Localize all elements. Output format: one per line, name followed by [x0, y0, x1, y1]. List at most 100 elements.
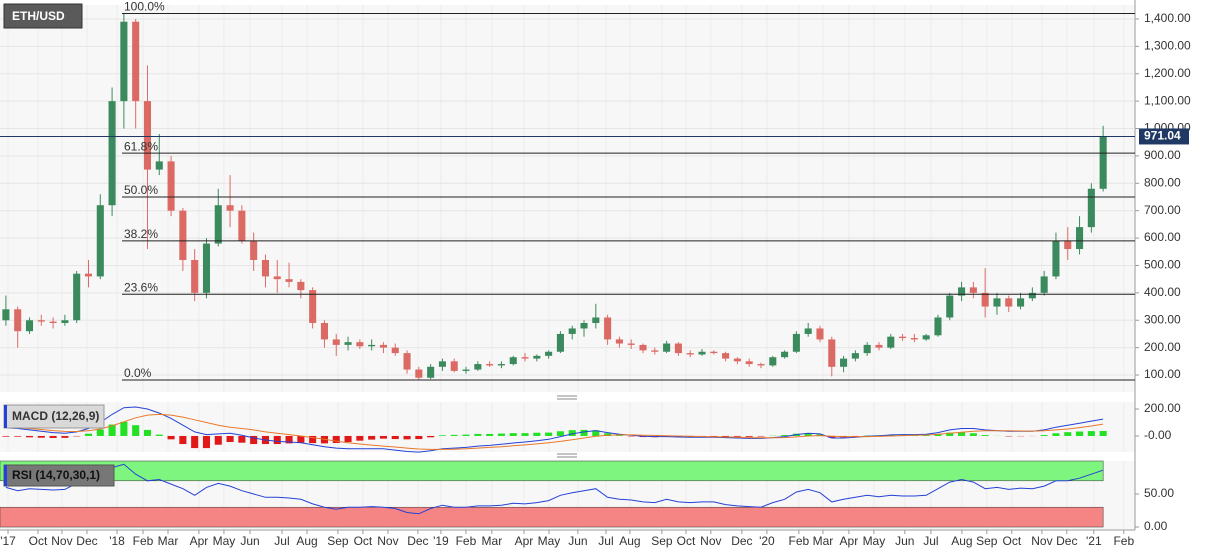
x-tick-label: Dec — [731, 534, 752, 548]
histogram-bar — [474, 434, 481, 436]
candle-body — [698, 352, 705, 355]
histogram-bar — [427, 436, 434, 437]
histogram-bar — [215, 436, 222, 445]
candle-body — [333, 339, 340, 344]
histogram-bar — [415, 436, 422, 439]
candle-body — [840, 359, 847, 367]
candle-body — [1076, 227, 1083, 249]
y-tick-label: 50.00 — [1144, 486, 1174, 500]
candle-body — [757, 364, 764, 365]
x-tick-label: Feb — [1113, 534, 1134, 548]
x-tick-label: Oct — [1002, 534, 1021, 548]
y-tick-label: 1,200.00 — [1144, 66, 1191, 80]
candle-body — [392, 348, 399, 353]
histogram-bar — [156, 435, 163, 436]
candle-body — [356, 342, 363, 346]
candle-body — [451, 361, 458, 371]
histogram-bar — [168, 436, 175, 439]
histogram-bar — [451, 435, 458, 436]
candle-body — [73, 274, 80, 321]
candle-body — [1029, 293, 1036, 298]
chart-title: ETH/USD — [12, 9, 65, 23]
candle-body — [793, 334, 800, 352]
x-tick-label: Dec — [1056, 534, 1077, 548]
histogram-bar — [26, 436, 33, 437]
histogram-bar — [557, 431, 564, 436]
candle-body — [203, 244, 210, 293]
candle-body — [899, 337, 906, 338]
histogram-bar — [61, 436, 68, 438]
histogram-bar — [356, 436, 363, 441]
candle-body — [1017, 298, 1024, 306]
x-tick-label: Apr — [840, 534, 859, 548]
x-tick-label: '17 — [0, 534, 16, 548]
histogram-bar — [439, 435, 446, 436]
candle-body — [521, 357, 528, 358]
histogram-bar — [132, 425, 139, 436]
histogram-bar — [297, 436, 304, 443]
histogram-bar — [1088, 431, 1095, 436]
y-tick-label: -0.00 — [1144, 428, 1172, 442]
candle-body — [616, 339, 623, 343]
x-tick-label: May — [538, 534, 561, 548]
candle-body — [781, 352, 788, 357]
y-tick-label: 700.00 — [1144, 203, 1181, 217]
candle-body — [415, 370, 422, 378]
candle-body — [934, 318, 941, 336]
histogram-bar — [1076, 432, 1083, 436]
x-tick-label: Jul — [274, 534, 289, 548]
x-tick-label: Sep — [327, 534, 349, 548]
x-tick-label: Aug — [619, 534, 640, 548]
histogram-bar — [533, 433, 540, 436]
last-price-label: 971.04 — [1144, 129, 1181, 143]
candle-body — [262, 260, 269, 276]
histogram-bar — [38, 436, 45, 438]
histogram-bar — [345, 436, 352, 442]
x-tick-label: Nov — [700, 534, 721, 548]
histogram-bar — [746, 436, 753, 437]
x-tick-label: Oct — [29, 534, 48, 548]
x-tick-label: Mar — [482, 534, 503, 548]
candle-body — [592, 318, 599, 323]
histogram-bar — [179, 436, 186, 444]
candle-body — [462, 370, 469, 371]
candle-body — [345, 342, 352, 345]
fib-label: 50.0% — [124, 183, 158, 197]
candle-body — [179, 211, 186, 260]
candle-body — [1005, 298, 1012, 306]
histogram-bar — [191, 436, 198, 448]
candle-body — [404, 353, 411, 369]
histogram-bar — [144, 430, 151, 436]
candle-body — [722, 353, 729, 358]
y-tick-label: 300.00 — [1144, 312, 1181, 326]
candle-body — [580, 323, 587, 328]
x-tick-label: Feb — [456, 534, 477, 548]
y-tick-label: 900.00 — [1144, 148, 1181, 162]
candle-body — [498, 364, 505, 365]
y-tick-label: 600.00 — [1144, 230, 1181, 244]
histogram-bar — [734, 436, 741, 437]
candle-body — [982, 293, 989, 307]
candle-body — [156, 161, 163, 169]
y-tick-label: 200.00 — [1144, 340, 1181, 354]
histogram-bar — [2, 436, 9, 437]
candle-body — [651, 350, 658, 351]
candle-body — [852, 353, 859, 358]
rsi-band — [0, 507, 1103, 527]
histogram-bar — [368, 436, 375, 440]
fib-label: 0.0% — [124, 366, 152, 380]
histogram-bar — [14, 436, 21, 437]
fib-label: 23.6% — [124, 280, 158, 294]
histogram-bar — [1041, 435, 1048, 436]
candle-body — [1064, 241, 1071, 249]
candle-body — [1041, 276, 1048, 292]
candle-body — [1100, 136, 1107, 188]
histogram-bar — [1064, 432, 1071, 436]
x-tick-label: '20 — [759, 534, 775, 548]
histogram-bar — [757, 436, 764, 437]
histogram-bar — [521, 433, 528, 436]
candle-body — [85, 274, 92, 277]
candle-body — [297, 282, 304, 290]
x-tick-label: Apr — [515, 534, 534, 548]
histogram-bar — [380, 436, 387, 439]
